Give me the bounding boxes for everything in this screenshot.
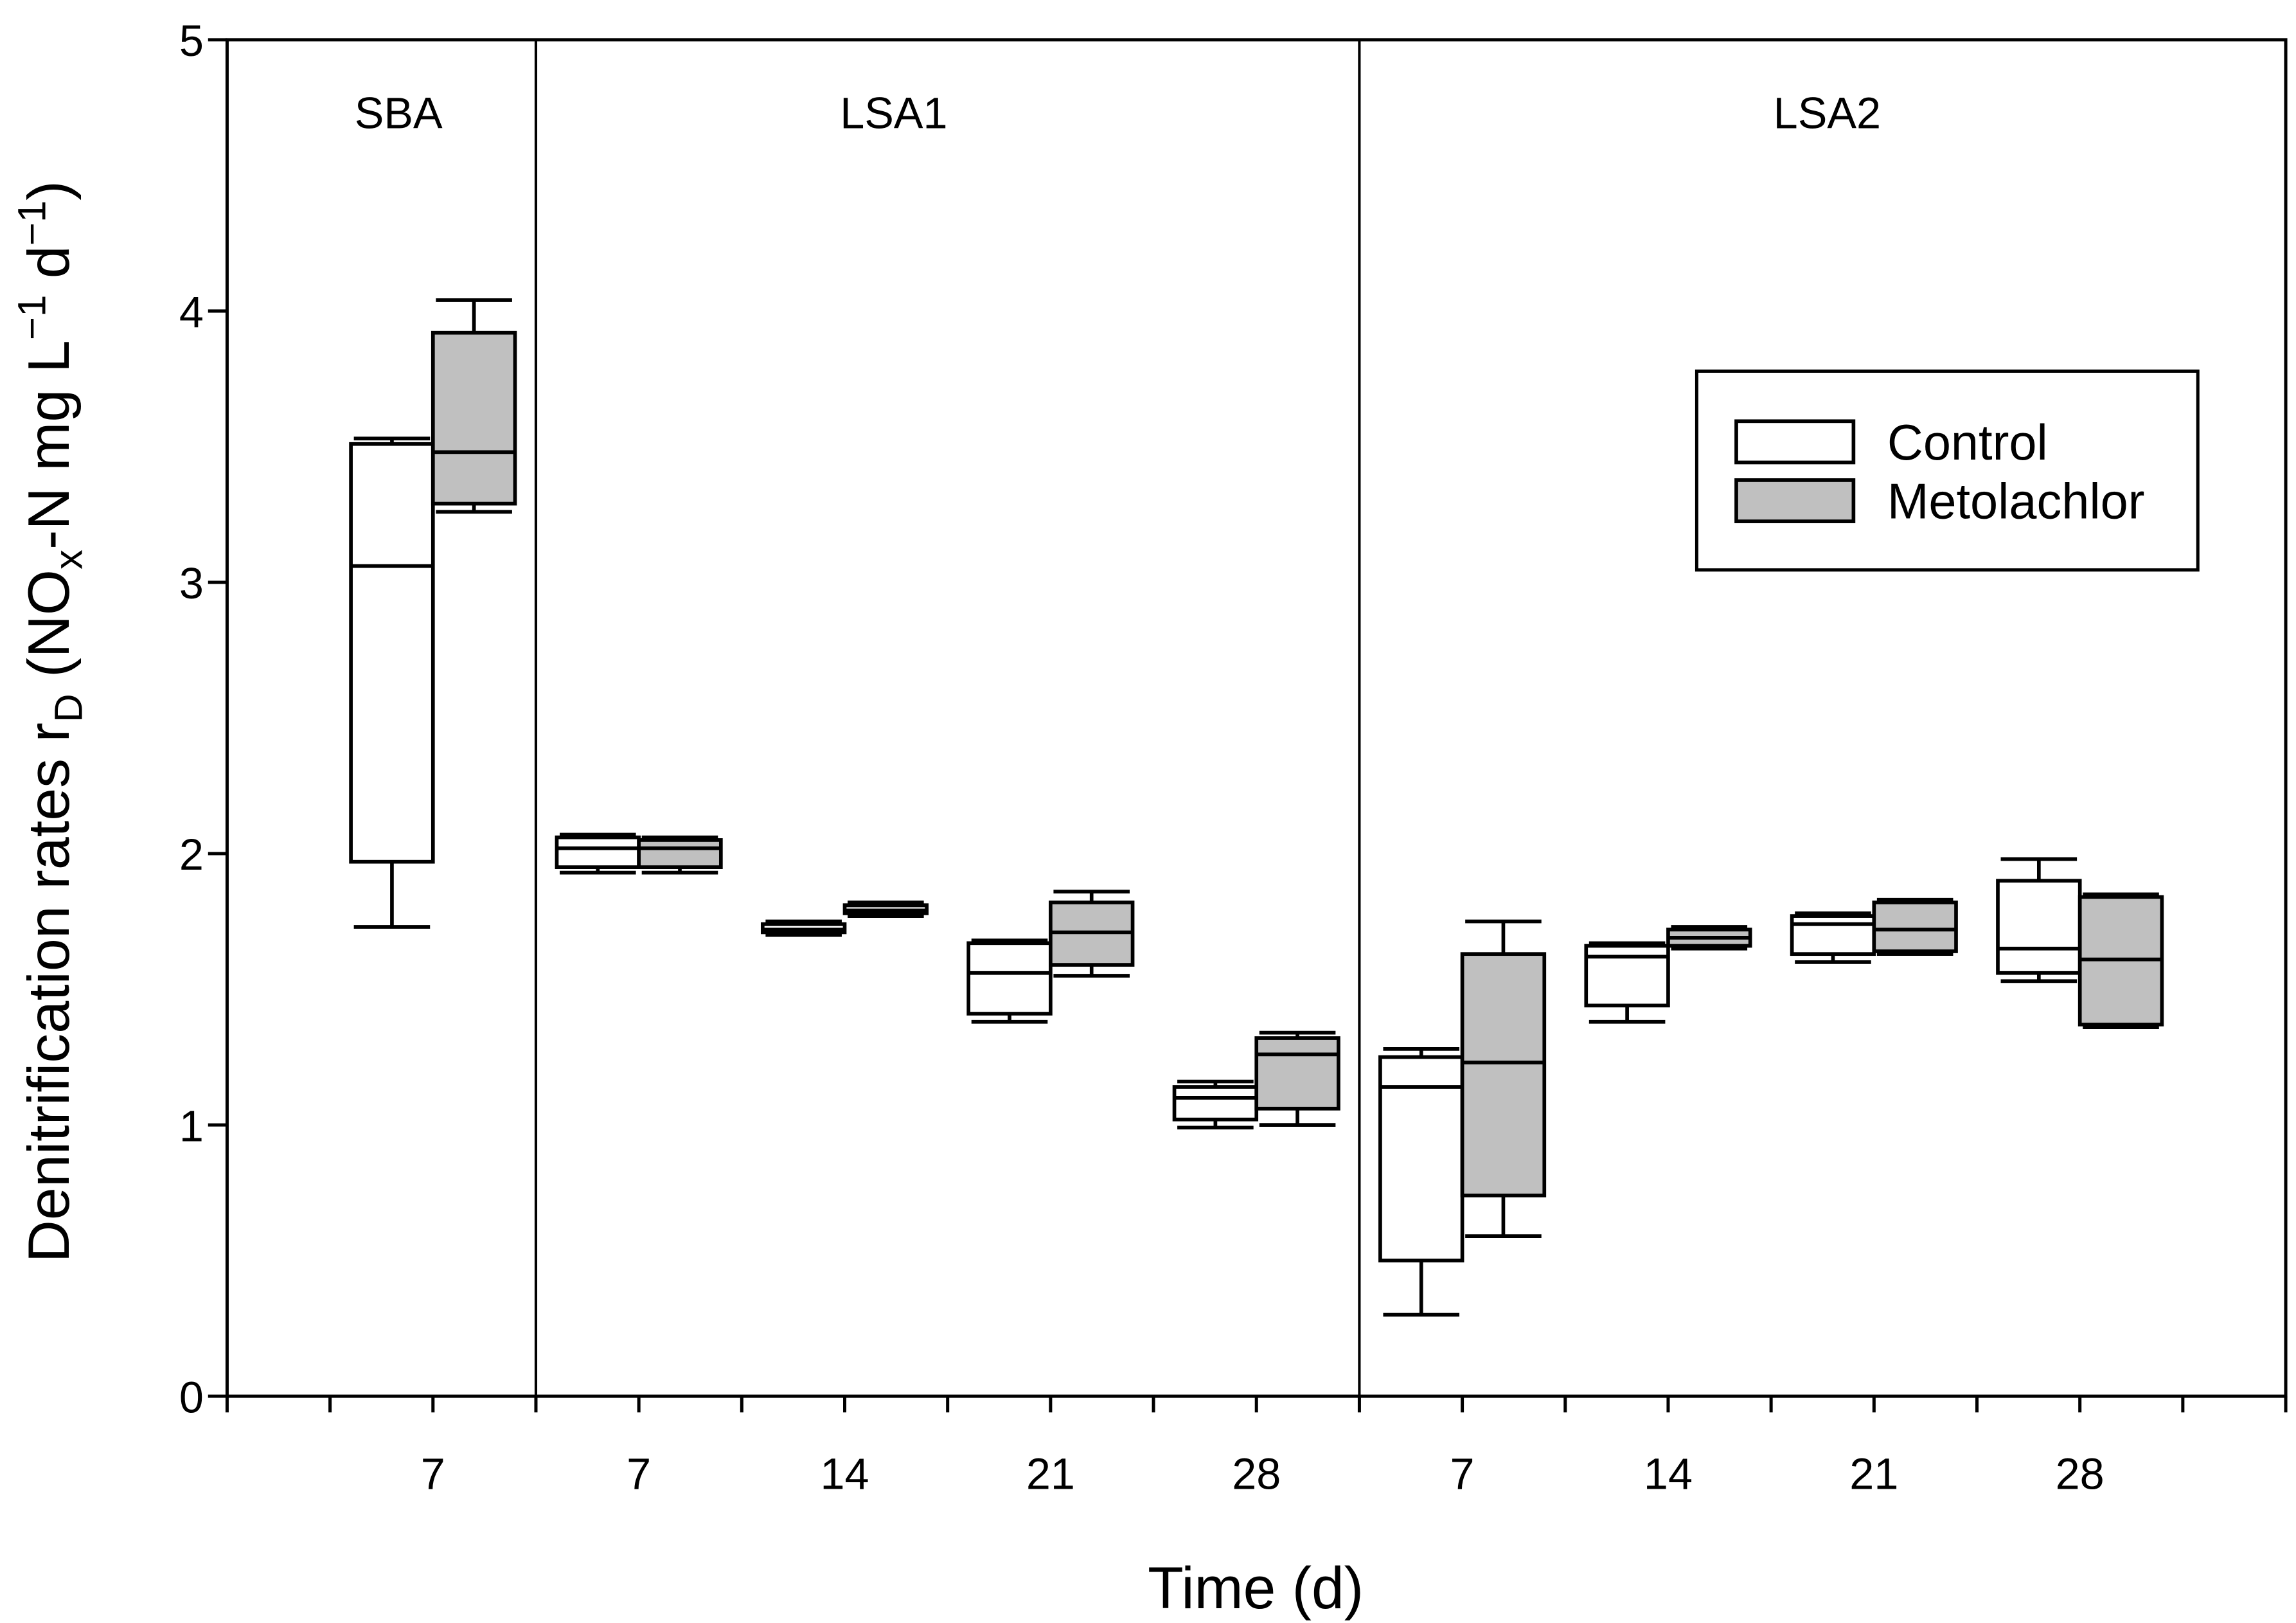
y-axis-tick-label: 2 bbox=[179, 830, 204, 879]
box-metolachlor-lsa2-day-21 bbox=[1872, 901, 1958, 953]
y-axis-label-superscript: −1 bbox=[10, 201, 55, 246]
plot-frame bbox=[225, 38, 2288, 1398]
legend-swatch-control bbox=[1734, 419, 1856, 465]
y-axis-label-part: Denitrification rates r bbox=[16, 722, 82, 1262]
x-axis-tick-label: 7 bbox=[1450, 1449, 1475, 1498]
y-axis-label-part: d bbox=[16, 246, 82, 294]
box-control-lsa2-day-21 bbox=[1790, 914, 1876, 956]
chart-marks: 0 1 2 3 4 5 7 SBA 7 14 21 28 LSA1 7 14 21 28 LSA2 bbox=[179, 16, 2288, 1499]
box-control-lsa1-day-28 bbox=[1172, 1085, 1259, 1122]
legend-box bbox=[1695, 369, 2200, 572]
x-axis-tick-label: 7 bbox=[627, 1449, 651, 1498]
y-axis-label-subscript: D bbox=[47, 694, 91, 722]
legend-label-control: Control bbox=[1887, 415, 2048, 471]
legend-label-metolachlor: Metolachlor bbox=[1887, 474, 2145, 529]
y-axis-tick-label: 0 bbox=[179, 1372, 204, 1422]
y-axis-label-part: (NO bbox=[16, 569, 82, 694]
group-label-lsa1: LSA1 bbox=[840, 88, 947, 138]
y-axis-label-part: -N mg L bbox=[16, 340, 82, 550]
x-axis-tick-label: 21 bbox=[1849, 1449, 1898, 1498]
y-axis-label-superscript: −1 bbox=[10, 295, 55, 341]
box-control-lsa2-day-14 bbox=[1584, 944, 1670, 1008]
box-control-sba-day-7 bbox=[349, 442, 435, 864]
legend: Control Metolachlor bbox=[1695, 369, 2200, 572]
x-axis-tick-label: 28 bbox=[1232, 1449, 1281, 1498]
x-axis-label: Time (d) bbox=[1148, 1556, 1364, 1621]
box-metolachlor-lsa1-day-7 bbox=[637, 838, 723, 869]
group-label-sba: SBA bbox=[355, 88, 443, 138]
x-axis-tick-label: 28 bbox=[2056, 1449, 2105, 1498]
y-axis-label-subscript: x bbox=[47, 550, 91, 569]
y-axis-tick-label: 5 bbox=[179, 16, 204, 66]
box-control-lsa2-day-28 bbox=[1996, 879, 2082, 975]
y-axis-tick-label: 1 bbox=[179, 1101, 204, 1151]
x-axis-tick-label: 14 bbox=[820, 1449, 869, 1498]
box-control-lsa1-day-7 bbox=[555, 835, 641, 869]
box-control-lsa1-day-21 bbox=[966, 941, 1053, 1016]
y-axis-tick-label: 3 bbox=[179, 559, 204, 608]
legend-swatch-metolachlor bbox=[1734, 478, 1856, 523]
box-metolachlor-lsa1-day-28 bbox=[1254, 1036, 1340, 1111]
box-metolachlor-lsa2-day-7 bbox=[1460, 952, 1547, 1197]
box-metolachlor-sba-day-7 bbox=[431, 330, 517, 506]
y-axis-tick-label: 4 bbox=[179, 287, 204, 337]
x-axis-tick-label: 7 bbox=[421, 1449, 445, 1498]
group-label-lsa2: LSA2 bbox=[1774, 88, 1881, 138]
y-axis-label: Denitrification rates rD (NOx-N mg L−1 d… bbox=[10, 181, 91, 1262]
x-axis-tick-label: 21 bbox=[1026, 1449, 1075, 1498]
y-axis-label-part: ) bbox=[16, 181, 82, 201]
x-axis-tick-label: 14 bbox=[1644, 1449, 1693, 1498]
